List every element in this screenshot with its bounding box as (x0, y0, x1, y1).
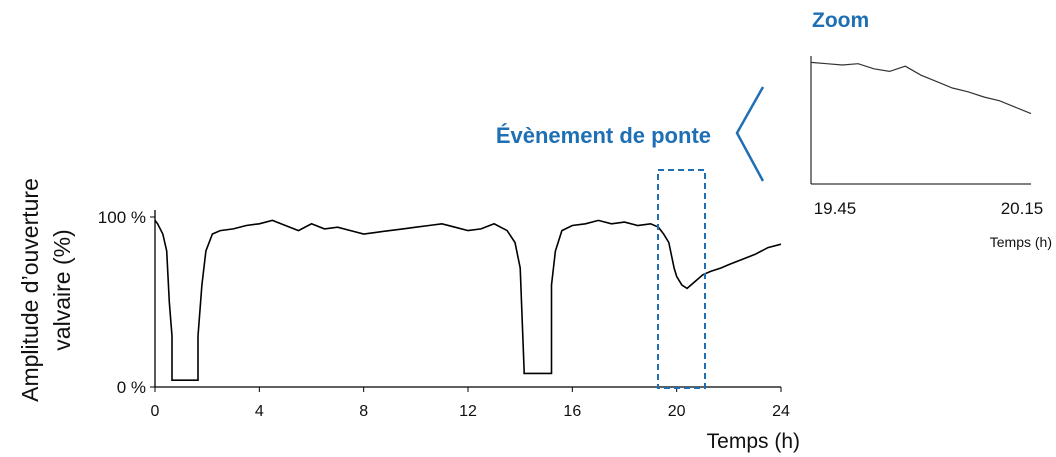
x-tick-label: 8 (359, 403, 368, 420)
x-tick-label: 24 (772, 403, 790, 420)
y-tick-label: 100 % (98, 208, 146, 227)
y-axis-title-line-2: valvaire (%) (49, 229, 75, 350)
x-tick-label: 0 (151, 403, 160, 420)
x-axis-title: Temps (h) (707, 430, 800, 453)
zoom-x-axis-title: Temps (h) (990, 234, 1052, 250)
x-tick-label: 12 (459, 403, 477, 420)
event-highlight-box (657, 169, 706, 389)
zoom-title: Zoom (812, 9, 869, 32)
x-tick-label: 20 (668, 403, 686, 420)
series-line (154, 219, 782, 382)
series-activity (154, 219, 782, 382)
main-chart: Amplitude d’ouverture valvaire (%) 0 % 10… (17, 86, 800, 453)
event-label: Évènement de ponte (496, 123, 711, 148)
zoom-series (810, 61, 1032, 115)
zoom-inset: Zoom 19.45 20.15 Temps (h) (810, 9, 1052, 250)
zoom-x-tick-end: 20.15 (1001, 199, 1044, 218)
y-axis-title-line-1: Amplitude d’ouverture (17, 178, 43, 402)
zoom-bracket (735, 86, 765, 182)
zoom-x-tick-start: 19.45 (814, 199, 857, 218)
x-tick-label: 4 (255, 403, 264, 420)
y-tick-labels: 0 % 100 % (98, 208, 155, 397)
y-axis-title: Amplitude d’ouverture valvaire (%) (17, 178, 75, 402)
x-tick-label: 16 (563, 403, 581, 420)
y-tick-label: 0 % (117, 378, 146, 397)
zoom-series-line (810, 61, 1032, 115)
x-tick-labels: 0 4 8 12 16 20 24 (151, 387, 790, 420)
